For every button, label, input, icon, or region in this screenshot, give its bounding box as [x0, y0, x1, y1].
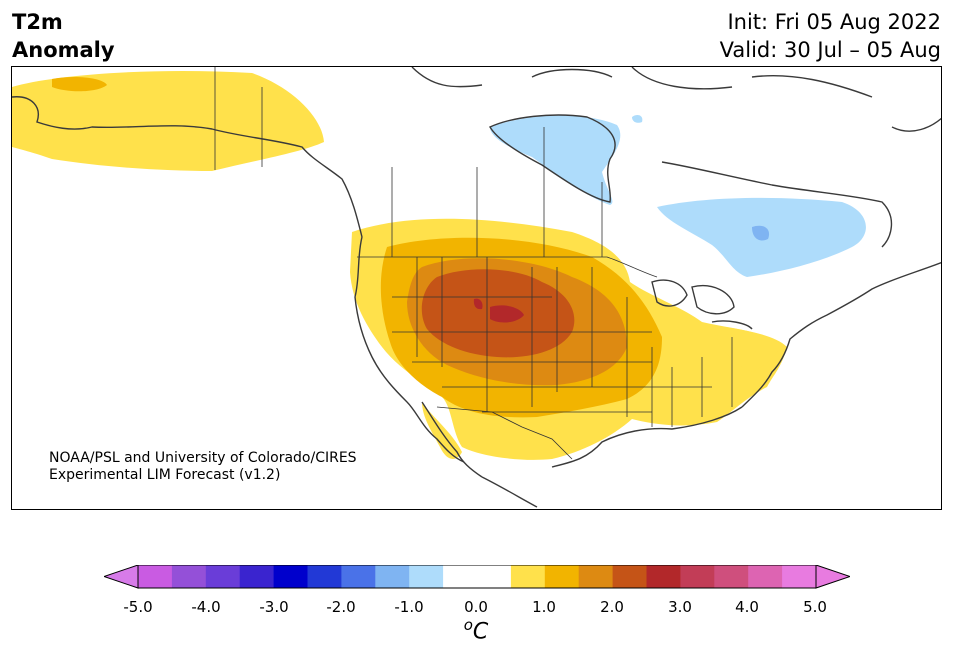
red-core-b — [473, 298, 483, 310]
us-mexico-border — [436, 406, 573, 460]
tick-label: -5.0 — [123, 598, 153, 616]
colorbar-cells — [138, 565, 817, 588]
colorbar-cell — [748, 565, 783, 588]
colorbar-cell — [578, 565, 614, 588]
canadian-provinces — [261, 87, 603, 257]
colorbar-cell — [612, 565, 647, 588]
quebec-inner-cold — [752, 225, 770, 241]
colorbar-cell — [544, 565, 580, 588]
colorbar-cell — [477, 565, 512, 588]
cold-anomaly-regions — [490, 114, 866, 277]
colorbar-cell — [341, 565, 376, 588]
gulf-coast — [481, 406, 743, 508]
arctic-islands — [411, 67, 941, 132]
tick-label: 4.0 — [735, 598, 759, 616]
map-panel — [11, 66, 942, 510]
alaska-inner-warm — [52, 77, 107, 92]
unit-letter: C — [472, 619, 489, 645]
alaska-coast — [12, 96, 363, 238]
colorbar-cell — [138, 565, 173, 588]
labrador-coast — [661, 161, 893, 248]
colorbar-cell — [273, 565, 308, 588]
title-line-2: Anomaly — [12, 38, 115, 62]
tick-label: -1.0 — [394, 598, 424, 616]
unit-degree: o — [463, 616, 473, 634]
tick-label: -2.0 — [326, 598, 356, 616]
title-line-1: T2m — [12, 10, 63, 34]
red-core-a — [490, 305, 524, 323]
west-coast — [354, 236, 465, 463]
tick-label: 1.0 — [532, 598, 556, 616]
anomaly-map — [12, 67, 941, 508]
political-borders — [214, 67, 733, 460]
canada-us-border — [357, 256, 658, 278]
coastlines — [12, 67, 941, 508]
small-cold-spot — [632, 114, 643, 123]
credit-line-2: Experimental LIM Forecast (v1.2) — [49, 467, 281, 483]
colorbar-cell — [443, 565, 478, 588]
tick-label: -3.0 — [259, 598, 289, 616]
alaska-warm-region — [12, 70, 324, 171]
map-title: T2m Anomaly — [12, 8, 115, 64]
baja-warm-region — [422, 402, 462, 459]
northeast-warm-region — [712, 325, 782, 372]
warm-anomaly-regions — [12, 70, 787, 460]
colorbar-cell — [375, 565, 410, 588]
colorbar-cell — [646, 565, 681, 588]
forecast-dates: Init: Fri 05 Aug 2022 Valid: 30 Jul – 05… — [720, 8, 941, 64]
credit-line-1: NOAA/PSL and University of Colorado/CIRE… — [49, 450, 357, 466]
colorbar-outline — [137, 565, 817, 589]
colorbar-cell — [409, 565, 444, 588]
colorbar-cell — [782, 565, 817, 588]
tick-label: 0.0 — [464, 598, 488, 616]
tick-label: 3.0 — [668, 598, 692, 616]
east-coast — [741, 262, 941, 408]
us-states — [392, 257, 733, 427]
hudson-bay-coast — [489, 114, 616, 203]
tick-label: -4.0 — [191, 598, 221, 616]
colorbar-unit: oC — [464, 616, 489, 644]
colorbar-extend-low — [104, 565, 139, 589]
colorbar-cell — [307, 565, 342, 588]
init-date: Init: Fri 05 Aug 2022 — [727, 10, 941, 34]
colorbar-cell — [714, 565, 749, 588]
tick-label: 5.0 — [803, 598, 827, 616]
colorbar-cell — [680, 565, 715, 588]
colorbar-cell — [205, 565, 241, 588]
colorbar-extend-high — [815, 565, 850, 589]
hudson-cold-region — [490, 115, 621, 205]
great-lakes — [651, 279, 753, 330]
credit-text: NOAA/PSL and University of Colorado/CIRE… — [49, 450, 357, 484]
tick-label: 2.0 — [600, 598, 624, 616]
colorbar-cell — [239, 565, 275, 588]
colorbar-cell — [510, 565, 546, 588]
colorbar — [104, 565, 850, 589]
baja-coast — [421, 401, 483, 478]
valid-range: Valid: 30 Jul – 05 Aug — [719, 38, 941, 62]
colorbar-cell — [171, 565, 207, 588]
